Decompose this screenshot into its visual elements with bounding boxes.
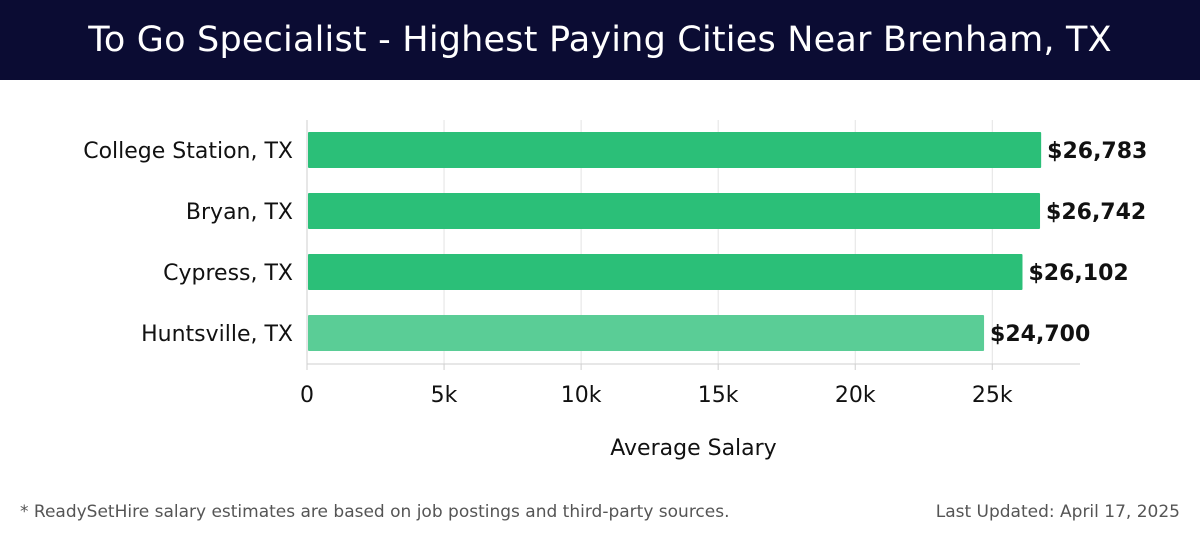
category-label: Huntsville, TX (141, 322, 293, 347)
value-label: $26,102 (1028, 261, 1128, 286)
last-updated: Last Updated: April 17, 2025 (935, 502, 1180, 522)
value-label: $26,783 (1047, 139, 1147, 164)
x-axis-title: Average Salary (610, 436, 776, 461)
category-label: Cypress, TX (163, 261, 293, 286)
bar (308, 132, 1042, 168)
x-tick-label: 0 (300, 383, 314, 408)
bar (308, 254, 1023, 290)
chart-title: To Go Specialist - Highest Paying Cities… (88, 20, 1112, 60)
x-tick-label: 15k (698, 383, 739, 408)
x-tick-label: 25k (972, 383, 1013, 408)
x-tick-label: 20k (835, 383, 876, 408)
category-label: College Station, TX (83, 139, 293, 164)
category-label: Bryan, TX (186, 200, 293, 225)
value-label: $24,700 (990, 322, 1090, 347)
bar (308, 315, 985, 351)
bar-chart: College Station, TX $26,783 Bryan, TX $26,7… (83, 120, 1147, 461)
bar (308, 193, 1041, 229)
value-label: $26,742 (1046, 200, 1146, 225)
footer-note: * ReadySetHire salary estimates are base… (20, 502, 730, 522)
chart-header: To Go Specialist - Highest Paying Cities… (0, 0, 1200, 80)
x-tick-label: 5k (431, 383, 458, 408)
x-tick-label: 10k (561, 383, 602, 408)
